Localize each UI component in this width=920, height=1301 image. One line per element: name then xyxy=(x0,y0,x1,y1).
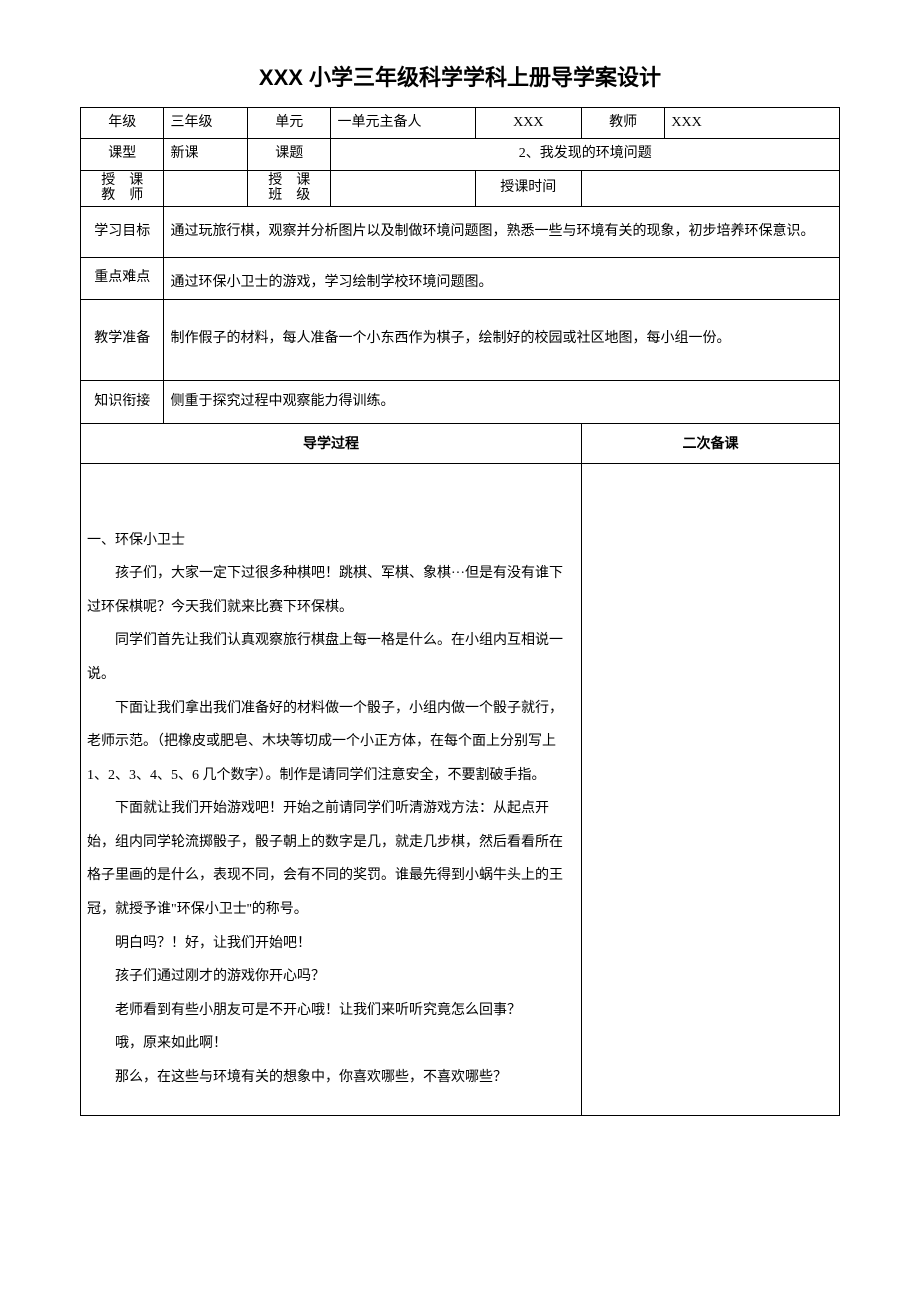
topic-value: 2、我发现的环境问题 xyxy=(331,139,840,170)
content-paragraph: 哦，原来如此啊！ xyxy=(87,1027,575,1061)
teach-teacher-value xyxy=(164,170,247,206)
table-row: 导学过程 二次备课 xyxy=(81,424,840,463)
table-row: 知识衔接 侧重于探究过程中观察能力得训练。 xyxy=(81,380,840,423)
label-line1: 授 课 xyxy=(101,173,143,188)
table-row: 授 课 教 师 授 课 班 级 授课时间 xyxy=(81,170,840,206)
teacher-value: XXX xyxy=(665,108,840,139)
prep-text: 制作假子的材料，每人准备一个小东西作为棋子，绘制好的校园或社区地图，每小组一份。 xyxy=(164,299,840,380)
page-title: XXX 小学三年级科学学科上册导学案设计 xyxy=(80,60,840,92)
table-row: 课型 新课 课题 2、我发现的环境问题 xyxy=(81,139,840,170)
grade-label: 年级 xyxy=(81,108,164,139)
goal-text: 通过玩旅行棋，观察并分析图片以及制做环境问题图，熟悉一些与环境有关的现象，初步培… xyxy=(164,206,840,258)
content-paragraph: 孩子们通过刚才的游戏你开心吗？ xyxy=(87,960,575,994)
content-paragraph: 下面让我们拿出我们准备好的材料做一个骰子，小组内做一个骰子就行，老师示范。（把橡… xyxy=(87,692,575,793)
teach-time-value xyxy=(581,170,839,206)
teach-teacher-label: 授 课 教 师 xyxy=(81,170,164,206)
type-label: 课型 xyxy=(81,139,164,170)
section-title: 一、环保小卫士 xyxy=(87,524,575,558)
prep-label: 教学准备 xyxy=(81,299,164,380)
grade-value: 三年级 xyxy=(164,108,247,139)
unit-preparer-label: 一单元主备人 xyxy=(331,108,475,139)
unit-label: 单元 xyxy=(247,108,330,139)
link-label: 知识衔接 xyxy=(81,380,164,423)
teach-class-value xyxy=(331,170,475,206)
focus-label: 重点难点 xyxy=(81,258,164,299)
content-paragraph: 老师看到有些小朋友可是不开心哦！让我们来听听究竟怎么回事？ xyxy=(87,994,575,1028)
table-row: 教学准备 制作假子的材料，每人准备一个小东西作为棋子，绘制好的校园或社区地图，每… xyxy=(81,299,840,380)
content-paragraph: 下面就让我们开始游戏吧！开始之前请同学们听清游戏方法：从起点开始，组内同学轮流掷… xyxy=(87,792,575,926)
focus-text: 通过环保小卫士的游戏，学习绘制学校环境问题图。 xyxy=(164,258,840,299)
table-row: 年级 三年级 单元 一单元主备人 XXX 教师 XXX xyxy=(81,108,840,139)
teacher-label: 教师 xyxy=(581,108,664,139)
goal-label: 学习目标 xyxy=(81,206,164,258)
process-header: 导学过程 xyxy=(81,424,582,463)
table-row: 学习目标 通过玩旅行棋，观察并分析图片以及制做环境问题图，熟悉一些与环境有关的现… xyxy=(81,206,840,258)
label-line2: 教 师 xyxy=(101,188,143,203)
teach-class-label: 授 课 班 级 xyxy=(247,170,330,206)
preparer-value: XXX xyxy=(475,108,581,139)
topic-label: 课题 xyxy=(247,139,330,170)
second-content xyxy=(581,463,839,1115)
link-text: 侧重于探究过程中观察能力得训练。 xyxy=(164,380,840,423)
label-line2: 班 级 xyxy=(268,188,310,203)
teach-time-label: 授课时间 xyxy=(475,170,581,206)
label-line1: 授 课 xyxy=(268,173,310,188)
content-paragraph: 孩子们，大家一定下过很多种棋吧！跳棋、军棋、象棋···但是有没有谁下过环保棋呢？… xyxy=(87,557,575,624)
table-row: 重点难点 通过环保小卫士的游戏，学习绘制学校环境问题图。 xyxy=(81,258,840,299)
type-value: 新课 xyxy=(164,139,247,170)
process-content: 一、环保小卫士 孩子们，大家一定下过很多种棋吧！跳棋、军棋、象棋···但是有没有… xyxy=(81,463,582,1115)
content-paragraph: 明白吗？！好，让我们开始吧！ xyxy=(87,927,575,961)
content-paragraph: 同学们首先让我们认真观察旅行棋盘上每一格是什么。在小组内互相说一说。 xyxy=(87,624,575,691)
content-paragraph: 那么，在这些与环境有关的想象中，你喜欢哪些，不喜欢哪些？ xyxy=(87,1061,575,1095)
table-row: 一、环保小卫士 孩子们，大家一定下过很多种棋吧！跳棋、军棋、象棋···但是有没有… xyxy=(81,463,840,1115)
second-header: 二次备课 xyxy=(581,424,839,463)
lesson-plan-table: 年级 三年级 单元 一单元主备人 XXX 教师 XXX 课型 新课 课题 2、我… xyxy=(80,107,840,1116)
